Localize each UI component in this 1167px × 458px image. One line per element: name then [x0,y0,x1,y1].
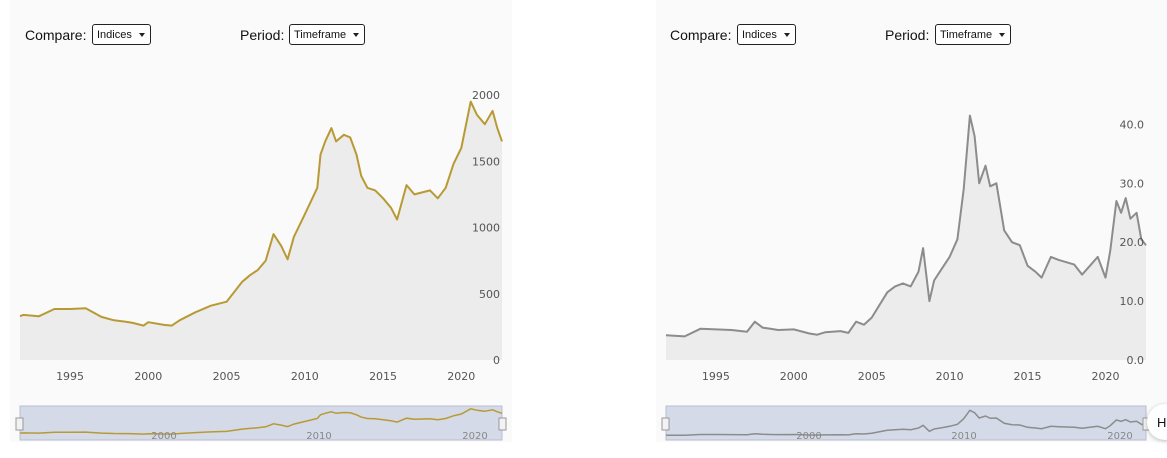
chevron-down-icon [353,33,360,37]
x-tick-label: 2010 [291,370,319,383]
series-area [20,101,502,360]
y-tick-label: 0.0 [1127,354,1145,367]
y-tick-label: 500 [479,288,500,301]
navigator-series-line [665,409,1147,437]
period-dropdown-value: Timeframe [294,29,347,41]
x-tick-label: 2010 [936,370,964,383]
x-tick-label: 2000 [134,370,162,383]
help-badge-label: H [1157,415,1167,430]
series-line [665,114,1147,338]
help-badge[interactable]: H [1147,404,1167,440]
x-tick-label: 1995 [56,370,84,383]
chevron-down-icon [999,33,1006,37]
y-tick-label: 10.0 [1120,295,1145,308]
compare-dropdown-value: Indices [742,29,777,41]
x-tick-label: 2015 [1014,370,1042,383]
gold-price-chart: GoldSilver.com05001000150020001995200020… [15,75,507,442]
period-dropdown-value: Timeframe [940,29,993,41]
y-tick-label: 30.0 [1120,177,1145,190]
period-dropdown[interactable]: Timeframe [935,24,1012,45]
y-tick-label: 1000 [472,222,500,235]
compare-dropdown-value: Indices [97,29,132,41]
silver-price-chart: GoldSilver.com0.010.020.030.040.01995200… [661,75,1151,442]
range-navigator[interactable]: 2000 2010 2020 [15,405,507,442]
navigator-series-line [19,408,503,435]
gold-chart-panel: Compare: Indices Period: Timeframe GoldS… [10,0,512,442]
navigator-mask [19,405,503,441]
navigator-tick-label: 2010 [306,431,331,442]
y-tick-label: 1500 [472,155,500,168]
period-label: Period: [240,27,285,43]
series-line [19,100,503,327]
y-tick-label: 0 [493,354,500,367]
compare-dropdown[interactable]: Indices [737,24,796,45]
compare-label: Compare: [25,27,87,43]
x-tick-label: 2015 [369,370,397,383]
x-tick-label: 1995 [702,370,730,383]
series-area [666,115,1146,360]
x-tick-label: 2005 [213,370,241,383]
chevron-down-icon [138,33,145,37]
x-tick-label: 2020 [1091,370,1119,383]
compare-label: Compare: [670,27,732,43]
chart-controls: Compare: Indices Period: Timeframe [656,24,1167,48]
x-tick-label: 2020 [447,370,475,383]
navigator-right-handle[interactable] [498,417,507,431]
navigator-tick-label: 2000 [151,431,176,442]
navigator-left-handle[interactable] [661,417,670,431]
navigator-tick-label: 2000 [796,431,821,442]
y-tick-label: 2000 [472,89,500,102]
period-dropdown[interactable]: Timeframe [289,24,366,45]
chart-controls: Compare: Indices Period: Timeframe [10,24,512,48]
x-tick-label: 2005 [858,370,886,383]
range-navigator[interactable]: 2000 2010 2020 [661,405,1151,442]
chevron-down-icon [783,33,790,37]
navigator-left-handle[interactable] [15,417,24,431]
x-tick-label: 2000 [780,370,808,383]
silver-chart-panel: Compare: Indices Period: Timeframe GoldS… [656,0,1167,442]
y-tick-label: 20.0 [1120,236,1145,249]
navigator-tick-label: 2010 [951,431,976,442]
compare-dropdown[interactable]: Indices [92,24,151,45]
y-tick-label: 40.0 [1120,118,1145,131]
navigator-tick-label: 2020 [462,431,487,442]
navigator-tick-label: 2020 [1107,431,1132,442]
period-label: Period: [885,27,930,43]
